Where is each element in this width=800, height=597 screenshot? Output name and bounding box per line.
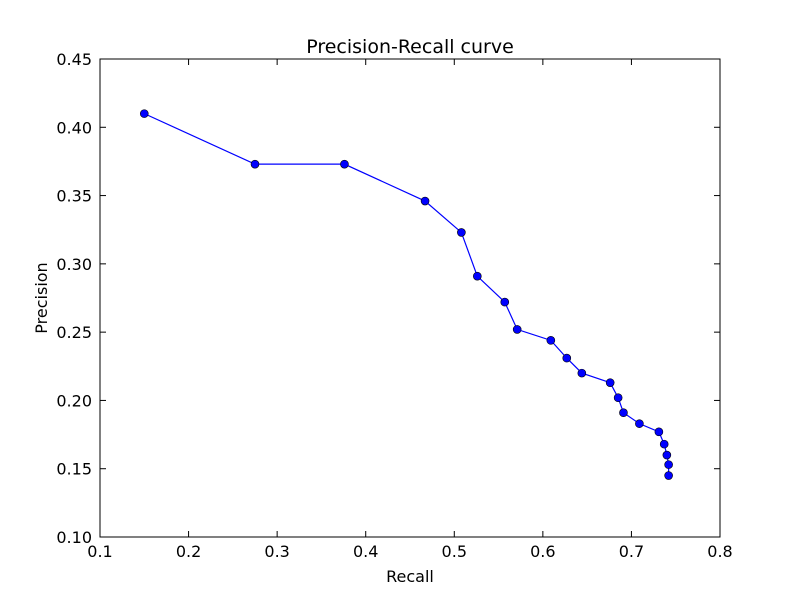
y-tick-label: 0.35 (56, 187, 92, 206)
x-tick-label: 0.4 (353, 542, 378, 561)
data-point (664, 471, 673, 480)
data-point (473, 271, 482, 281)
data-point (662, 450, 672, 460)
data-point (635, 419, 644, 428)
x-tick-label: 0.5 (442, 542, 467, 561)
x-axis-title: Recall (386, 567, 434, 586)
chart-title: Precision-Recall curve (306, 36, 514, 58)
data-point (605, 378, 615, 387)
data-point (139, 109, 149, 118)
y-axis-title: Precision (32, 262, 51, 333)
y-tick-label: 0.40 (56, 118, 92, 137)
x-tick-label: 0.1 (87, 542, 112, 561)
data-point (619, 408, 628, 418)
plot-area: 0.1 0.2 0.3 0.4 0.5 0.6 0.7 0.8 0.10 0.15 0.20 0.25… (56, 50, 732, 561)
data-point (250, 159, 260, 169)
y-tick-label: 0.15 (56, 460, 92, 479)
data-point (562, 353, 572, 363)
data-point (512, 325, 522, 334)
x-tick-label: 0.8 (707, 542, 732, 561)
y-tick-label: 0.25 (56, 323, 92, 342)
y-tick-label: 0.10 (56, 528, 92, 547)
y-tick-label: 0.45 (56, 50, 92, 69)
data-point (664, 460, 673, 469)
data-point (659, 439, 669, 449)
data-point (340, 159, 349, 169)
y-tick-label: 0.20 (56, 391, 92, 410)
data-point (500, 297, 510, 307)
x-tick-label: 0.7 (619, 542, 644, 561)
x-tick-label: 0.6 (530, 542, 555, 561)
plot-frame (99, 58, 721, 538)
data-point (577, 368, 587, 378)
data-point (420, 196, 430, 206)
data-point (654, 427, 664, 437)
data-point (457, 228, 466, 237)
data-point (546, 336, 556, 345)
x-tick-label: 0.2 (176, 542, 201, 561)
y-tick-label: 0.30 (56, 255, 92, 274)
data-point (613, 393, 623, 402)
x-tick-label: 0.3 (264, 542, 289, 561)
